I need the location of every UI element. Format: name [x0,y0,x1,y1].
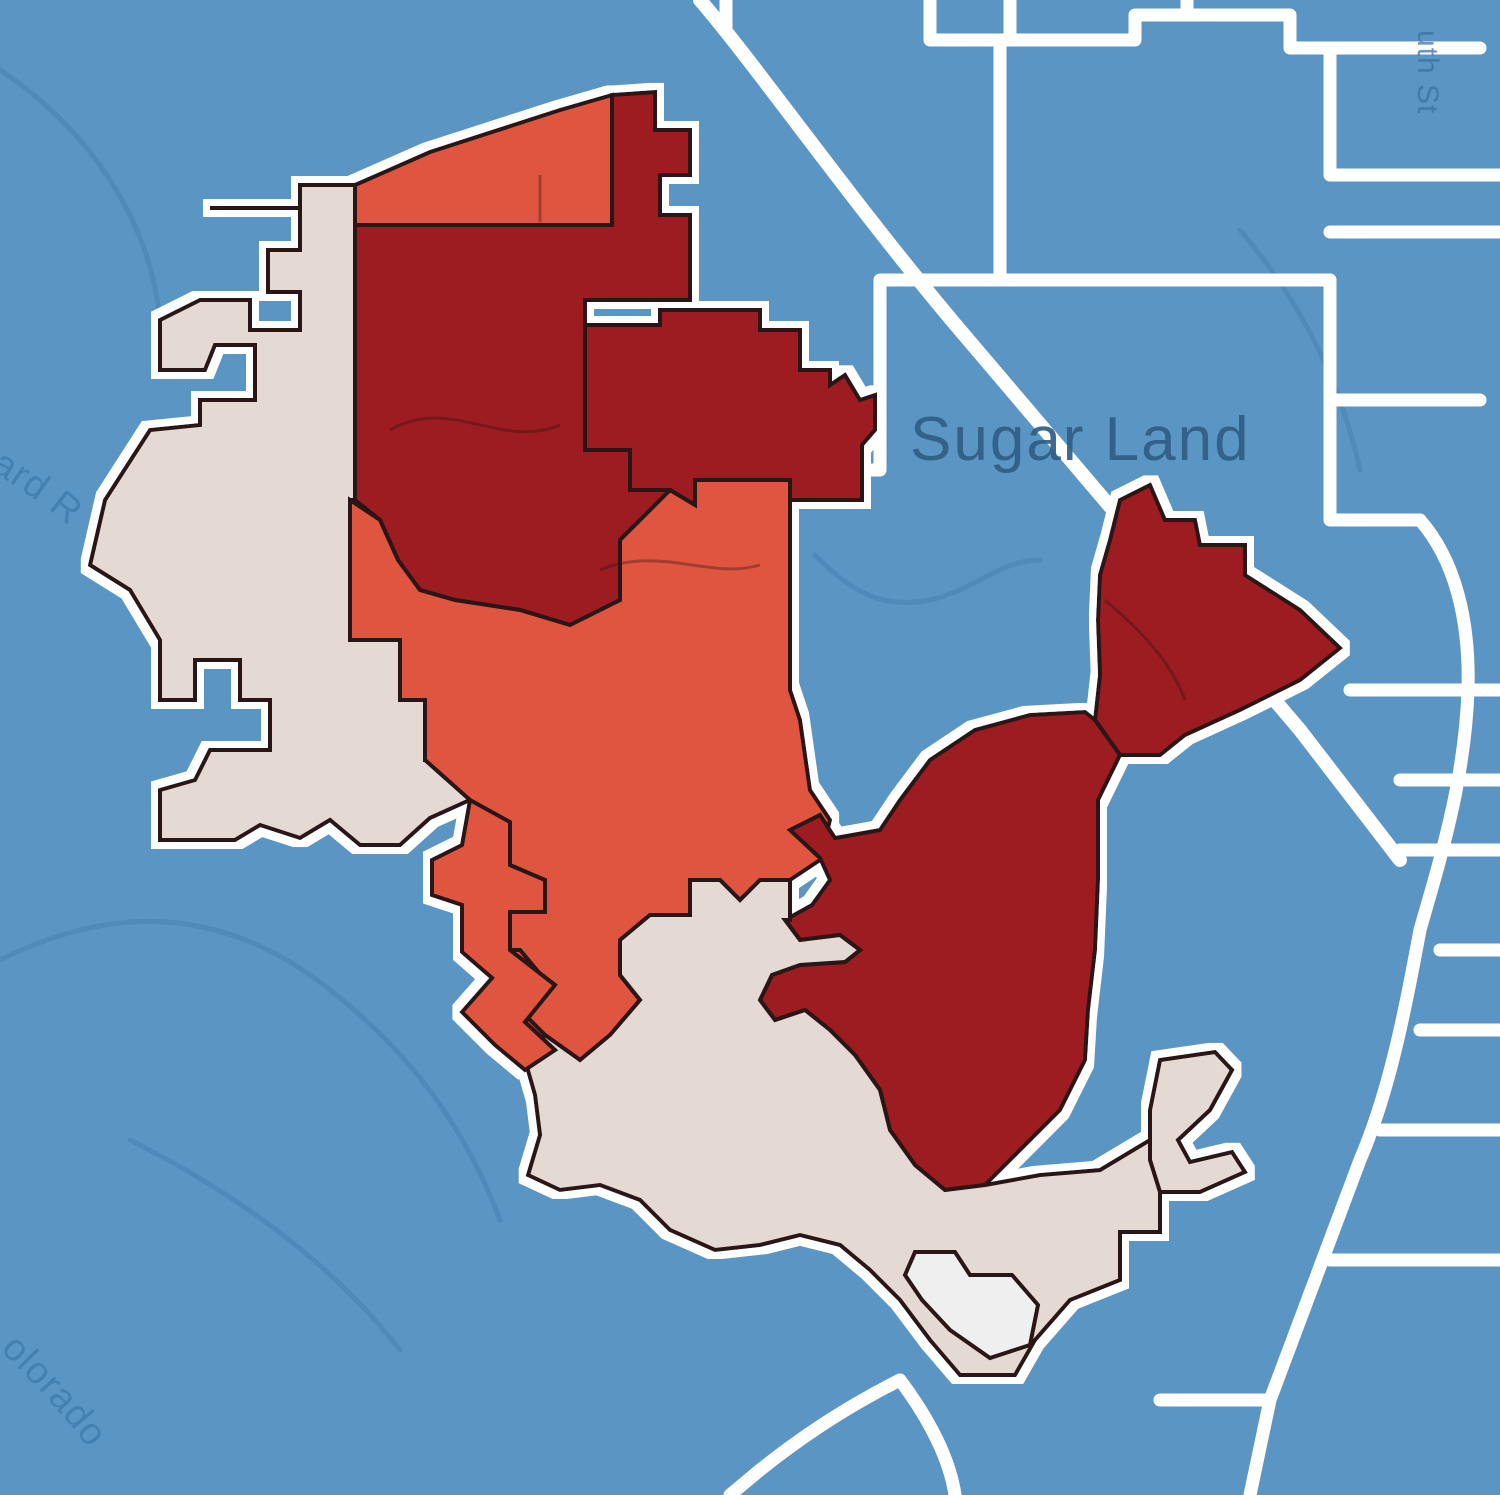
road-bottom-1[interactable] [893,1373,962,1495]
inner-boundary-detail [389,175,1187,701]
road-grid-mid-1[interactable] [873,38,1007,307]
region-sw-salmon-block[interactable] [430,796,559,1073]
region-se-beige-tail[interactable] [1148,1049,1248,1194]
region-s-lightgray[interactable] [902,1250,1041,1361]
road-grid-upper-1[interactable] [923,0,1017,47]
place-label-sugar-land: Sugar Land [910,405,1251,474]
street-label-right: uth St [1411,30,1444,114]
road-grid-upper-2[interactable] [1003,8,1487,55]
road-right-2[interactable] [1243,923,1427,1495]
road-grid-upper-4[interactable] [1323,41,1500,182]
road-bottom-2[interactable] [723,1373,907,1495]
road-grid-mid-5[interactable] [1323,393,1427,527]
choropleth-layer[interactable] [87,89,1344,1377]
region-east-enclave-darkred[interactable] [1092,482,1344,757]
